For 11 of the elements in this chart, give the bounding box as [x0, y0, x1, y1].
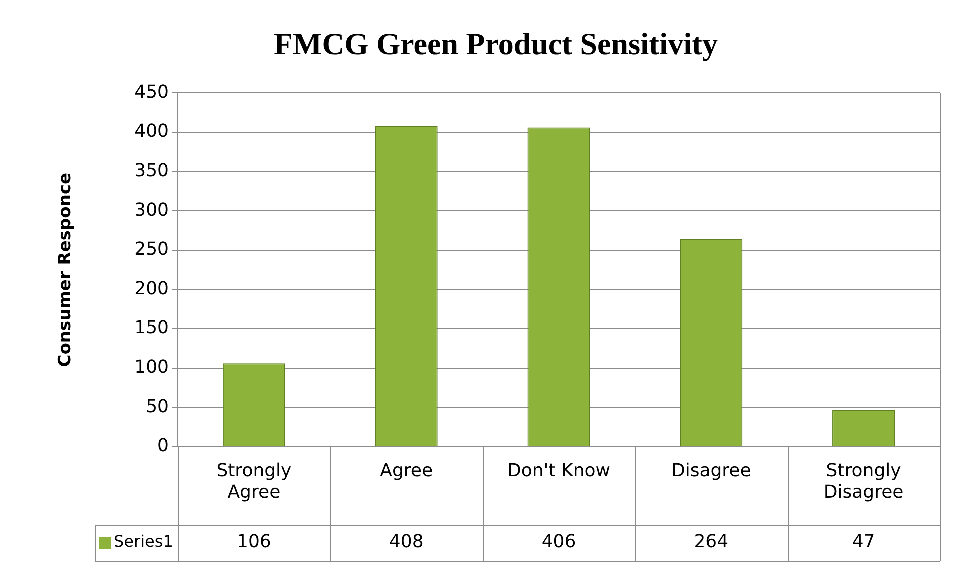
y-axis-title: Consumer Responce — [56, 172, 76, 368]
y-tick-label: 150 — [134, 318, 169, 339]
y-tick-label: 100 — [134, 357, 169, 378]
y-tick-label: 350 — [134, 160, 169, 182]
y-tick-label: 50 — [146, 396, 169, 418]
chart-title: FMCG Green Product Sensitivity — [274, 26, 718, 62]
y-tick-label: 200 — [134, 278, 169, 300]
y-tick-label: 450 — [134, 82, 169, 103]
y-tick-label: 300 — [134, 200, 169, 221]
y-tick-label: 250 — [134, 239, 169, 260]
y-tick-label: 400 — [134, 121, 169, 142]
